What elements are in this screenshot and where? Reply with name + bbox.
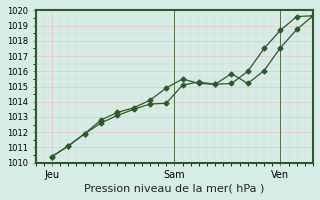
X-axis label: Pression niveau de la mer( hPa ): Pression niveau de la mer( hPa ) xyxy=(84,183,265,193)
